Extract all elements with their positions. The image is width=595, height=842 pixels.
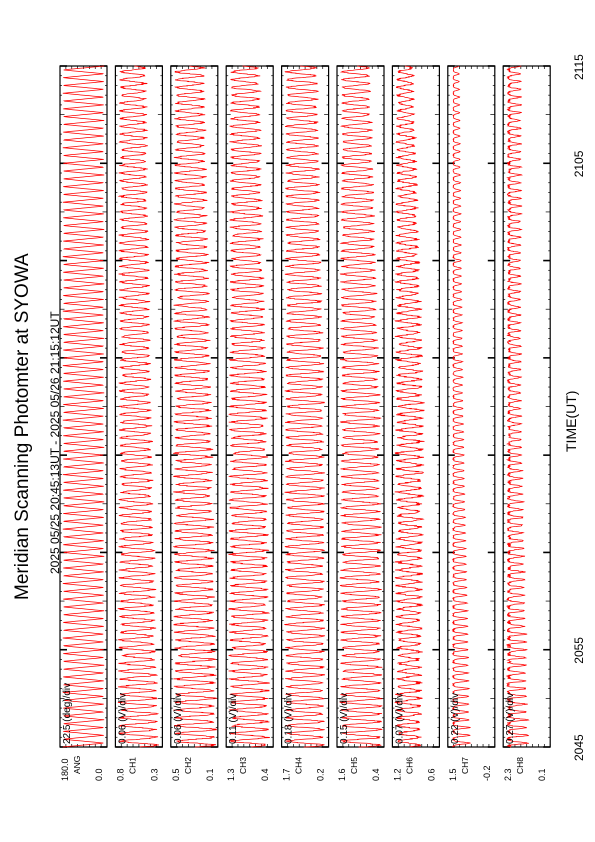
x-tick-2045: 2045	[572, 734, 586, 761]
channel-label: CH2	[183, 757, 193, 774]
panel-ch2: 0.5 0.1 CH2 0.06 (V)/div	[170, 65, 219, 781]
y-min-label: -0.2	[482, 765, 492, 781]
channel-label: CH5	[349, 757, 359, 774]
y-min-label: 0.4	[371, 768, 381, 781]
y-max-label: 1.5	[448, 768, 458, 781]
y-min-label: 0.1	[537, 768, 547, 781]
y-min-label: 0.1	[205, 768, 215, 781]
channel-label: CH3	[238, 757, 248, 774]
y-max-label: 180.0	[60, 758, 70, 781]
y-min-label: 0.0	[94, 768, 104, 781]
panel-ch3: 1.3 0.4 CH3 0.11 (V)/div	[225, 65, 274, 781]
x-axis-label: TIME(UT)	[563, 390, 579, 452]
series-line-ang	[62, 65, 105, 748]
y-max-label: 1.7	[282, 768, 292, 781]
y-min-label: 0.2	[316, 768, 326, 781]
scale-label: 0.22 (V)/div	[450, 693, 461, 744]
series-line-ch6	[394, 65, 425, 748]
panel-ch1: 0.8 0.3 CH1 0.06 (V)/div	[114, 65, 164, 781]
x-tick-labels: 2045 2055 2105 2115	[572, 54, 586, 761]
series-line-ch3	[228, 65, 271, 748]
channel-label: CH4	[294, 757, 304, 774]
panel-ang: 180.0 0.0 ANG 22.5 (deg)/div	[59, 65, 108, 781]
channel-label: CH8	[515, 757, 525, 774]
y-min-label: 0.6	[426, 768, 436, 781]
series-line-ch7	[451, 65, 472, 748]
panel-ch6: 1.2 0.6 CH6 0.07 (V)/div	[391, 65, 440, 781]
y-min-label: 0.3	[149, 768, 159, 781]
scale-label: 0.18 (V)/div	[284, 693, 295, 744]
x-tick-2115: 2115	[572, 54, 586, 80]
chart-title: Meridian Scanning Photomter at SYOWA	[12, 253, 33, 600]
x-tick-2055: 2055	[572, 637, 586, 664]
panel-ch5: 1.6 0.4 CH5 0.15 (V)/div	[336, 65, 385, 781]
chart-panels: 180.0 0.0 ANG 22.5 (deg)/div 0.8 0.3 CH1 0.06 (…	[59, 65, 551, 781]
chart-subtitle: 2025 05/25 20:45:13UT - 2025 05/26 21:15…	[48, 311, 62, 574]
channel-label: CH7	[460, 757, 470, 774]
y-max-label: 1.3	[226, 768, 236, 781]
scale-label: 0.27 (V)/div	[505, 693, 516, 744]
panel-ch8: 2.3 0.1 CH8 0.27 (V)/div	[502, 65, 551, 781]
panel-ch4: 1.7 0.2 CH4 0.18 (V)/div	[281, 65, 330, 781]
scale-label: 0.06 (V)/div	[173, 693, 184, 744]
scale-label: 0.07 (V)/div	[394, 693, 405, 744]
channel-label: CH1	[127, 757, 137, 774]
y-max-label: 1.6	[337, 768, 347, 781]
y-max-label: 2.3	[503, 768, 513, 781]
series-line-ch8	[505, 65, 530, 748]
channel-label: ANG	[72, 756, 82, 774]
panel-ch7: 1.5 -0.2 CH7 0.22 (V)/div	[447, 65, 496, 781]
y-min-label: 0.4	[260, 768, 270, 781]
channel-label: CH6	[404, 757, 414, 774]
series-line-ch1	[117, 65, 160, 748]
scale-label: 22.5 (deg)/div	[62, 683, 73, 744]
scale-label: 0.11 (V)/div	[228, 694, 239, 744]
series-line-ch2	[172, 65, 218, 748]
y-max-label: 1.2	[392, 768, 402, 781]
y-max-label: 0.8	[115, 768, 125, 781]
x-tick-2105: 2105	[572, 150, 586, 177]
scale-label: 0.15 (V)/div	[339, 693, 350, 744]
series-line-ch5	[339, 65, 383, 748]
scale-label: 0.06 (V)/div	[117, 693, 128, 744]
panel-frame	[336, 65, 385, 748]
series-line-ch4	[283, 65, 326, 748]
y-max-label: 0.5	[171, 768, 181, 781]
